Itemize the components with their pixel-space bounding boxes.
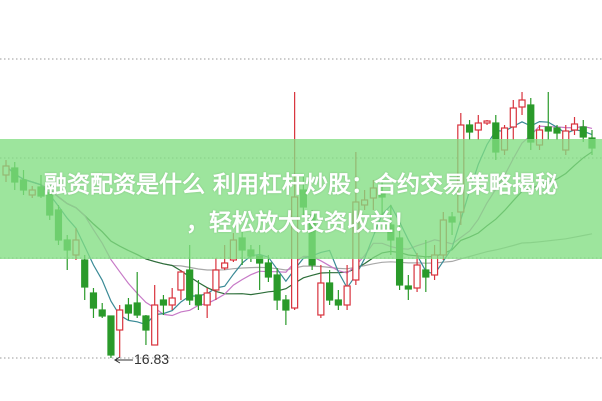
candle-up — [116, 309, 124, 331]
candle-down — [579, 126, 587, 138]
candle-down — [544, 126, 552, 132]
candle-up — [151, 304, 159, 346]
low-arrow-head-icon — [113, 356, 121, 364]
candle-up — [413, 264, 421, 289]
candle-up — [212, 269, 220, 291]
candle-down — [133, 302, 141, 316]
candle-up — [570, 123, 579, 131]
candle-down — [186, 269, 194, 301]
candle-down — [553, 127, 561, 134]
low-price-label: 16.83 — [134, 351, 170, 367]
candle-down — [107, 315, 115, 356]
headline-line-1: 融资配资是什么 利用杠杆炒股：合约交易策略揭秘 — [43, 172, 558, 198]
candle-down — [89, 292, 98, 309]
candle-down — [465, 124, 474, 133]
candle-up — [203, 292, 211, 306]
candle-down — [142, 315, 150, 331]
candle-down — [159, 299, 168, 306]
candle-down — [527, 104, 535, 143]
candle-down — [334, 299, 342, 306]
candle-down — [273, 274, 281, 301]
headline-line-2: ，轻松放大投资收益！ — [186, 210, 416, 236]
candle-down — [422, 269, 430, 278]
candle-down — [326, 282, 334, 301]
candle-up — [317, 282, 325, 316]
candle-up — [509, 107, 517, 128]
candle-up — [343, 285, 351, 306]
candle-down — [124, 304, 133, 314]
candle-down — [81, 259, 89, 288]
candle-down — [404, 285, 412, 290]
candle-down — [282, 299, 290, 311]
headline-banner — [0, 139, 602, 259]
candle-down — [264, 262, 272, 278]
candle-up — [518, 99, 526, 108]
candle-down — [194, 294, 203, 306]
candle-up — [221, 262, 229, 269]
candle-up — [168, 297, 176, 306]
candle-up — [177, 271, 185, 291]
candle-up — [483, 120, 491, 124]
candle-down — [98, 309, 106, 317]
candle-up — [474, 122, 482, 131]
